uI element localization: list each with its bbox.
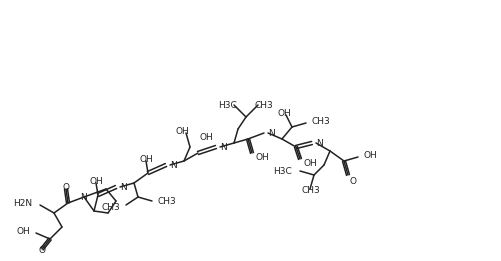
Text: OH: OH [256, 152, 270, 162]
Text: OH: OH [16, 227, 30, 235]
Text: N: N [316, 139, 323, 147]
Text: CH3: CH3 [255, 101, 274, 110]
Text: H2N: H2N [13, 199, 32, 207]
Text: N: N [120, 182, 127, 192]
Text: N: N [268, 128, 275, 138]
Text: CH3: CH3 [158, 198, 177, 206]
Text: N: N [220, 143, 227, 151]
Text: OH: OH [200, 133, 214, 141]
Text: H3C: H3C [218, 101, 237, 110]
Text: OH: OH [89, 177, 103, 186]
Text: O: O [63, 183, 70, 192]
Text: CH3: CH3 [302, 186, 320, 195]
Text: N: N [81, 193, 87, 203]
Text: H3C: H3C [273, 167, 292, 175]
Text: CH3: CH3 [101, 203, 120, 211]
Text: OH: OH [304, 158, 318, 168]
Text: N: N [170, 161, 177, 169]
Text: CH3: CH3 [312, 116, 331, 126]
Text: OH: OH [364, 151, 378, 159]
Text: OH: OH [175, 127, 189, 136]
Text: OH: OH [277, 109, 291, 118]
Text: OH: OH [139, 155, 153, 164]
Text: O: O [39, 246, 46, 255]
Text: O: O [350, 176, 357, 186]
